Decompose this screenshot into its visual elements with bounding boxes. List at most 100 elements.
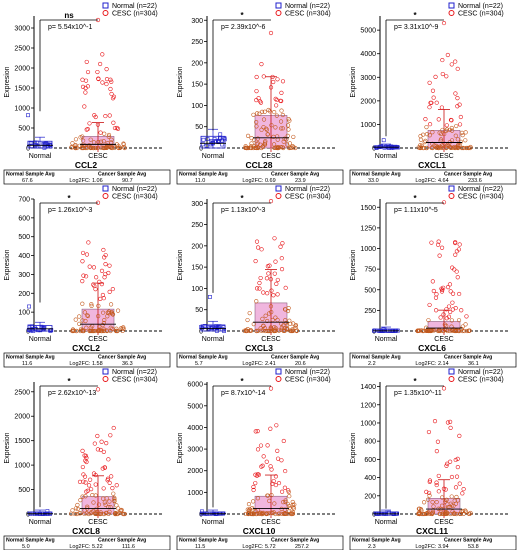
- data-point-cancer: [243, 145, 248, 151]
- data-point-cancer: [434, 500, 439, 505]
- footer-cancer-avg-label: Cancer Sample Avg: [444, 172, 492, 178]
- data-point-cancer: [421, 511, 426, 517]
- data-point-cancer: [88, 511, 94, 516]
- data-point-cancer: [276, 328, 282, 333]
- data-point-cancer: [284, 142, 290, 147]
- data-point-cancer: [100, 80, 105, 85]
- data-point-cancer: [444, 316, 449, 321]
- x-label-normal: Normal: [29, 336, 52, 343]
- data-point-cancer: [266, 511, 271, 516]
- data-point-cancer: [460, 133, 465, 138]
- data-point-cancer: [257, 280, 262, 286]
- data-point-cancer: [434, 449, 439, 454]
- data-point-cancer: [96, 76, 101, 81]
- legend-cancer-label: CESC (n=304): [458, 11, 504, 18]
- data-point-cancer: [253, 481, 258, 486]
- footer-box: [349, 352, 517, 368]
- data-point-cancer: [104, 145, 109, 150]
- data-point-cancer: [444, 123, 449, 128]
- data-point-cancer: [98, 130, 103, 135]
- data-point-cancer: [279, 327, 284, 332]
- data-point-cancer: [286, 489, 291, 495]
- data-point-cancer: [284, 323, 290, 328]
- data-point-cancer: [101, 139, 106, 144]
- data-point-cancer: [103, 272, 108, 277]
- data-point-cancer: [460, 491, 465, 496]
- footer-normal-avg-label: Normal Sample Avg: [352, 538, 401, 544]
- data-point-cancer: [271, 134, 276, 139]
- data-point-cancer: [444, 128, 449, 133]
- data-point-cancer: [110, 486, 115, 491]
- data-point-normal: [209, 139, 214, 143]
- data-point-cancer: [81, 472, 86, 477]
- data-point-normal: [201, 142, 205, 147]
- data-point-cancer: [279, 108, 284, 113]
- data-point-cancer: [290, 502, 296, 507]
- data-point-cancer: [102, 500, 107, 505]
- legend-cancer-swatch: [102, 193, 109, 199]
- data-point-cancer: [427, 122, 433, 127]
- legend-normal-label: Normal (n=22): [285, 3, 330, 10]
- data-point-cancer: [114, 503, 119, 508]
- data-point-cancer: [95, 122, 101, 127]
- data-point-cancer: [450, 291, 456, 296]
- data-point-cancer: [102, 131, 107, 136]
- footer-box: [3, 169, 171, 185]
- footer-cancer-avg-label: Cancer Sample Avg: [271, 538, 319, 544]
- data-point-cancer: [257, 111, 262, 116]
- data-point-cancer: [279, 126, 284, 131]
- data-point-cancer: [107, 113, 112, 118]
- data-point-cancer: [440, 145, 446, 151]
- data-point-cancer: [254, 286, 260, 291]
- data-point-cancer: [109, 310, 114, 316]
- y-tick-label: 2000: [187, 468, 203, 475]
- data-point-cancer: [86, 511, 91, 517]
- data-point-cancer: [459, 145, 465, 151]
- data-point-cancer: [83, 90, 88, 95]
- data-point-cancer: [457, 433, 462, 438]
- legend-normal-label: Normal (n=22): [458, 186, 503, 193]
- data-point-cancer: [461, 511, 466, 516]
- data-point-cancer: [80, 250, 86, 256]
- y-tick-label: 5000: [360, 28, 376, 35]
- data-point-cancer: [457, 242, 462, 247]
- data-point-cancer: [445, 142, 450, 148]
- gene-title: CCL28: [246, 160, 273, 170]
- data-point-cancer: [268, 277, 273, 282]
- data-point-cancer: [463, 138, 468, 143]
- data-point-cancer: [267, 263, 272, 268]
- data-point-cancer: [105, 143, 110, 148]
- data-point-cancer: [455, 464, 460, 470]
- data-point-cancer: [95, 328, 101, 334]
- data-point-cancer: [459, 308, 464, 313]
- data-point-cancer: [424, 328, 429, 333]
- data-point-cancer: [94, 275, 99, 280]
- data-point-cancer: [101, 326, 106, 332]
- data-point-cancer: [446, 304, 452, 309]
- data-point-cancer: [424, 145, 429, 151]
- footer-box: [3, 352, 171, 368]
- data-point-normal: [27, 304, 31, 309]
- sig-marker: *: [67, 194, 71, 203]
- data-point-cancer: [81, 138, 86, 143]
- data-point-cancer: [80, 77, 85, 82]
- data-point-cancer: [434, 482, 439, 488]
- x-label-normal: Normal: [29, 519, 52, 526]
- y-tick-label: 300: [18, 272, 30, 279]
- data-point-cancer: [91, 500, 96, 505]
- data-point-cancer: [272, 271, 277, 276]
- data-point-cancer: [279, 98, 284, 104]
- data-point-cancer: [111, 425, 116, 431]
- data-point-cancer: [69, 145, 74, 150]
- data-point-cancer: [455, 498, 460, 503]
- footer-cancer-avg-label: Cancer Sample Avg: [271, 172, 319, 178]
- data-point-cancer: [247, 311, 252, 316]
- y-axis-label: Expresion: [4, 66, 11, 97]
- data-point-cancer: [268, 464, 273, 469]
- data-point-cancer: [435, 439, 441, 444]
- data-point-normal: [381, 138, 386, 143]
- x-label-normal: Normal: [202, 519, 225, 526]
- footer-normal-avg: 11.5: [195, 544, 205, 550]
- chart-panel-cxcl1: Normal (n=22)CESC (n=304) Expresion 0 1000 2…: [349, 2, 517, 185]
- data-point-cancer: [453, 240, 458, 246]
